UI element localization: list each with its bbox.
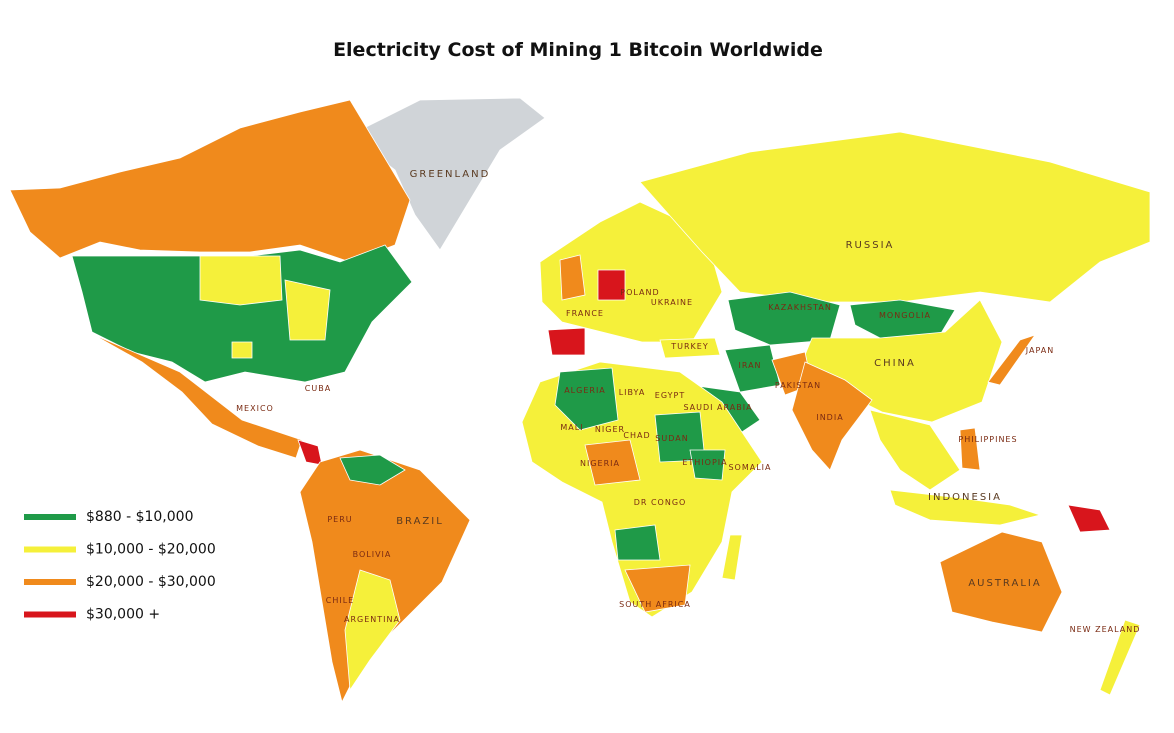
country-label: ALGERIA [564, 386, 606, 395]
australia [939, 531, 1063, 633]
country-label: BRAZIL [396, 516, 444, 527]
country-label: INDIA [816, 413, 843, 422]
canada [9, 99, 411, 263]
country-label: JAPAN [1025, 346, 1054, 355]
algeria [554, 367, 619, 431]
country-label: CHAD [623, 431, 650, 440]
country-label: SUDAN [655, 434, 688, 443]
usa-yellow [199, 255, 283, 306]
countries [9, 97, 1151, 704]
usa-yellow [284, 279, 331, 341]
country-label: ETHIOPIA [682, 458, 727, 467]
country-label: POLAND [620, 288, 659, 297]
russia [639, 131, 1151, 303]
ethiopia [689, 449, 726, 481]
country-label: RUSSIA [846, 240, 895, 251]
legend-label: $10,000 - $20,000 [86, 542, 216, 558]
country-label: UKRAINE [651, 298, 693, 307]
india [791, 361, 873, 471]
country-label: CHILE [326, 596, 354, 605]
legend-label: $880 - $10,000 [86, 509, 193, 525]
venezuela [339, 454, 406, 486]
japan [987, 334, 1037, 386]
nigeria [584, 439, 641, 486]
spain [547, 327, 586, 356]
south-africa [624, 564, 691, 613]
southeast-asia [869, 409, 961, 491]
country-label: AUSTRALIA [968, 578, 1041, 589]
argentina [344, 569, 401, 692]
central-america [297, 439, 323, 466]
mexico [91, 333, 303, 459]
country-label: LIBYA [619, 388, 646, 397]
country-label: MEXICO [236, 404, 274, 413]
country-label: ARGENTINA [344, 615, 400, 624]
country-label: PAKISTAN [775, 381, 821, 390]
country-label: PHILIPPINES [958, 435, 1017, 444]
country-label: SOUTH AFRICA [619, 600, 691, 609]
country-label: EGYPT [655, 391, 685, 400]
country-label: CHINA [874, 358, 916, 369]
germany [597, 269, 626, 301]
country-label: INDONESIA [928, 492, 1002, 503]
country-label: KAZAKHSTAN [768, 303, 832, 312]
legend-label: $20,000 - $30,000 [86, 574, 216, 590]
country-label: IRAN [738, 361, 761, 370]
angola [614, 524, 661, 561]
uk [559, 254, 586, 301]
country-label: NIGERIA [580, 459, 620, 468]
country-label: MONGOLIA [879, 311, 931, 320]
philippines [959, 427, 981, 471]
papua-new-guinea [1067, 504, 1111, 533]
turkey [659, 337, 721, 359]
country-label: FRANCE [566, 309, 604, 318]
iran [724, 344, 781, 393]
country-label: SAUDI ARABIA [683, 403, 752, 412]
country-label: GREENLAND [410, 169, 491, 180]
country-label: SOMALIA [728, 463, 771, 472]
country-label: CUBA [305, 384, 331, 393]
usa-yellow [231, 341, 253, 359]
country-label: BOLIVIA [353, 550, 392, 559]
madagascar [721, 534, 743, 581]
south-america [299, 449, 471, 704]
country-label: MALI [560, 423, 583, 432]
map-title: Electricity Cost of Mining 1 Bitcoin Wor… [333, 39, 823, 61]
indonesia [889, 489, 1042, 526]
country-label: NIGER [595, 425, 625, 434]
legend-label: $30,000 + [86, 607, 160, 623]
country-label: TURKEY [670, 342, 709, 351]
country-label: PERU [327, 515, 352, 524]
new-zealand [1099, 619, 1141, 696]
country-label: DR CONGO [634, 498, 687, 507]
country-label: NEW ZEALAND [1070, 625, 1141, 634]
